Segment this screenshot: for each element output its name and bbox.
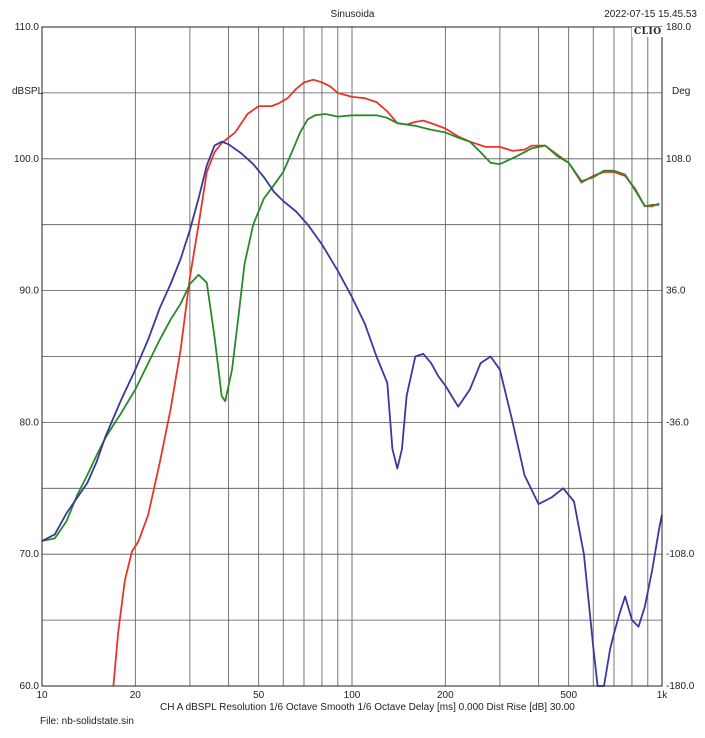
x-tick-label: 10 bbox=[36, 690, 48, 701]
y-right-tick-label: -180.0 bbox=[666, 681, 695, 692]
measurement-settings: CH A dBSPL Resolution 1/6 Octave Smooth … bbox=[160, 702, 575, 713]
plot-frame bbox=[41, 26, 663, 687]
y-left-tick-label: 60.0 bbox=[20, 681, 40, 692]
y-left-tick-label: 70.0 bbox=[20, 549, 40, 560]
y-right-tick-label: 180.0 bbox=[666, 22, 691, 33]
y-right-tick-label: 108.0 bbox=[666, 154, 691, 165]
y-left-tick-label: 100.0 bbox=[14, 154, 39, 165]
y-left-tick-label: 90.0 bbox=[20, 286, 40, 297]
series-line-2 bbox=[41, 113, 660, 542]
y-left-unit-label: dBSPL bbox=[12, 86, 44, 97]
y-left-tick-label: 80.0 bbox=[20, 417, 40, 428]
y-right-unit-label: Deg bbox=[672, 86, 691, 97]
y-left-tick-label: 110.0 bbox=[15, 22, 40, 33]
x-tick-label: 100 bbox=[344, 690, 361, 701]
file-name: File: nb-solidstate.sin bbox=[40, 716, 134, 727]
x-tick-label: 20 bbox=[130, 690, 142, 701]
chart-title: Sinusoida bbox=[330, 9, 375, 20]
grid bbox=[42, 27, 662, 686]
y-left-tick-labels: 60.0 70.0 80.0 90.0 100.0 110.0 bbox=[14, 22, 39, 692]
x-tick-label: 1k bbox=[657, 690, 669, 701]
y-right-tick-label: -36.0 bbox=[666, 417, 689, 428]
x-tick-label: 50 bbox=[253, 690, 265, 701]
x-tick-label: 500 bbox=[560, 690, 577, 701]
timestamp: 2022-07-15 15.45.53 bbox=[604, 9, 697, 20]
x-tick-label: 200 bbox=[437, 690, 454, 701]
clio-logo: CLIO bbox=[632, 27, 664, 37]
y-right-tick-label: 36.0 bbox=[666, 286, 686, 297]
y-right-tick-label: -108.0 bbox=[666, 549, 695, 560]
x-tick-labels: 10 20 50 100 200 500 1k bbox=[36, 690, 668, 701]
y-right-tick-labels: 180.0 108.0 36.0 -36.0 -108.0 -180.0 bbox=[666, 22, 695, 692]
